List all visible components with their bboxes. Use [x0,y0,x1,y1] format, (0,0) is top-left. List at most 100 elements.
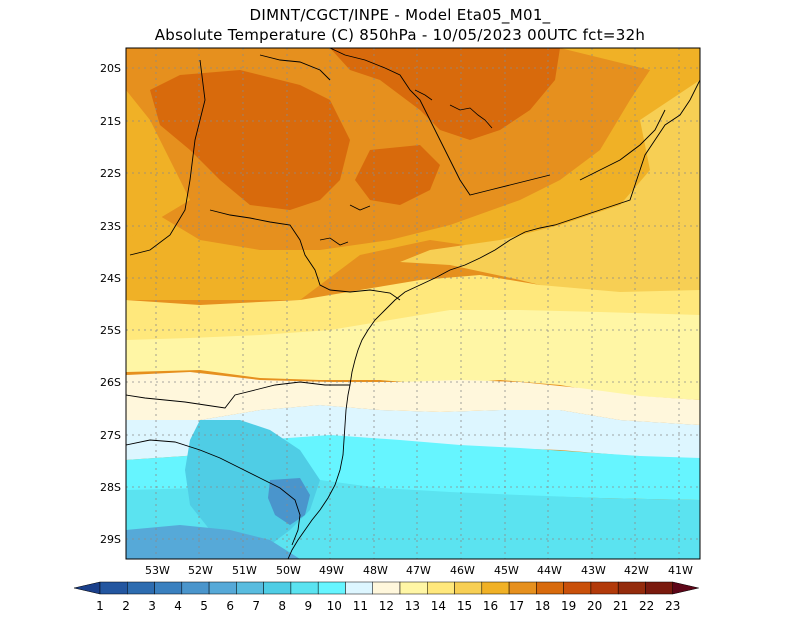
lon-label: 50W [276,564,301,577]
field-hot-core-center [355,145,440,205]
colorbar-swatch [317,581,346,595]
colorbar-label: 22 [639,599,654,613]
colorbar-swatch [127,581,155,595]
colorbar-label: 2 [122,599,130,613]
coastline [287,79,700,559]
colorbar-arrow-high [672,581,699,595]
reservoirs [319,89,493,246]
colorbar-label: 17 [509,599,524,613]
colorbar-swatch [263,581,292,595]
state-border-ms-west [129,59,206,256]
latitude-axis: 20S 21S 22S 23S 24S 25S 26S 27S 28S 29S [100,62,121,546]
colorbar-swatch [454,581,483,595]
colorbar-swatch [645,581,673,595]
colorbar-arrow-low [73,581,101,595]
colorbar-swatch [236,581,264,595]
lat-label: 26S [100,376,121,389]
state-border-mg-sp [329,48,551,196]
lon-label: 47W [406,564,431,577]
lat-label: 21S [100,115,121,128]
colorbar-swatch [590,581,619,595]
colorbar-swatch [99,581,128,595]
field-yellow-east [400,80,700,310]
colorbar-label: 4 [174,599,182,613]
longitude-axis: 53W 52W 51W 50W 49W 48W 47W 46W 45W 44W … [145,564,693,577]
reservoir-2 [414,89,433,101]
lat-label: 28S [100,481,121,494]
colorbar: 1 2 3 4 5 6 7 8 9 10 11 12 13 14 15 16 17 18 19 20 21 22 23 [73,581,699,613]
lat-label: 27S [100,429,121,442]
field-blue-patch-south [126,525,300,559]
lon-label: 53W [145,564,170,577]
lat-label: 22S [100,167,121,180]
colorbar-label: 23 [665,599,680,613]
colorbar-label: 21 [613,599,628,613]
reservoir-4 [349,204,371,211]
colorbar-swatch [399,581,428,595]
lon-label: 51W [232,564,257,577]
lon-label: 42W [624,564,649,577]
political-boundaries [126,48,700,559]
field-hot-core-northeast [330,48,560,140]
field-pale-yellow-band [126,295,700,400]
lat-label: 25S [100,324,121,337]
colorbar-label: 12 [379,599,394,613]
colorbar-swatch [617,581,646,595]
colorbar-label: 1 [96,599,104,613]
lat-label: 29S [100,533,121,546]
colorbar-swatch [154,581,183,595]
colorbar-swatch [372,581,401,595]
colorbar-label: 20 [587,599,602,613]
field-hot-core-north [150,70,350,210]
colorbar-swatch [345,581,373,595]
colorbar-label: 13 [405,599,420,613]
field-orange-west [126,90,190,240]
state-border-go-ms [259,54,331,81]
colorbar-label: 3 [148,599,156,613]
colorbar-swatch [181,581,210,595]
lon-label: 46W [450,564,475,577]
state-border-pr-sc [126,381,350,409]
lon-label: 52W [188,564,213,577]
graticule [126,48,700,559]
colorbar-label: 19 [561,599,576,613]
colorbar-label: 14 [431,599,446,613]
chart-title-line-2: Absolute Temperature (C) 850hPa - 10/05/… [154,26,646,44]
lon-label: 45W [494,564,519,577]
colorbar-label: 16 [483,599,498,613]
lon-label: 44W [537,564,562,577]
field-yellow-transition [126,275,700,340]
colorbar-swatch [563,581,592,595]
colorbar-swatch [508,581,537,595]
colorbar-label: 15 [457,599,472,613]
colorbar-label: 6 [226,599,234,613]
colorbar-swatch [536,581,564,595]
temperature-field [126,48,700,559]
colorbar-label: 10 [327,599,342,613]
lon-label: 49W [319,564,344,577]
state-border-sp-pr [209,209,401,301]
map-frame [125,47,701,560]
colorbar-swatch [427,581,455,595]
lon-label: 41W [668,564,693,577]
colorbar-label: 5 [200,599,208,613]
field-cream-band [126,372,700,425]
state-border-rj-es [579,109,666,181]
state-border-sc-rs [126,439,301,546]
colorbar-label: 9 [304,599,312,613]
colorbar-label: 7 [252,599,260,613]
lat-label: 20S [100,62,121,75]
colorbar-label: 8 [278,599,286,613]
colorbar-label: 11 [353,599,368,613]
colorbar-label: 18 [535,599,550,613]
chart-title-line-1: DIMNT/CGCT/INPE - Model Eta05_M01_ [249,6,551,24]
lat-label: 23S [100,220,121,233]
colorbar-swatch [290,581,319,595]
colorbar-swatch [481,581,510,595]
reservoir-1 [449,104,493,129]
lon-label: 43W [581,564,606,577]
lat-label: 24S [100,272,121,285]
colorbar-swatch [208,581,237,595]
reservoir-3 [319,237,349,246]
